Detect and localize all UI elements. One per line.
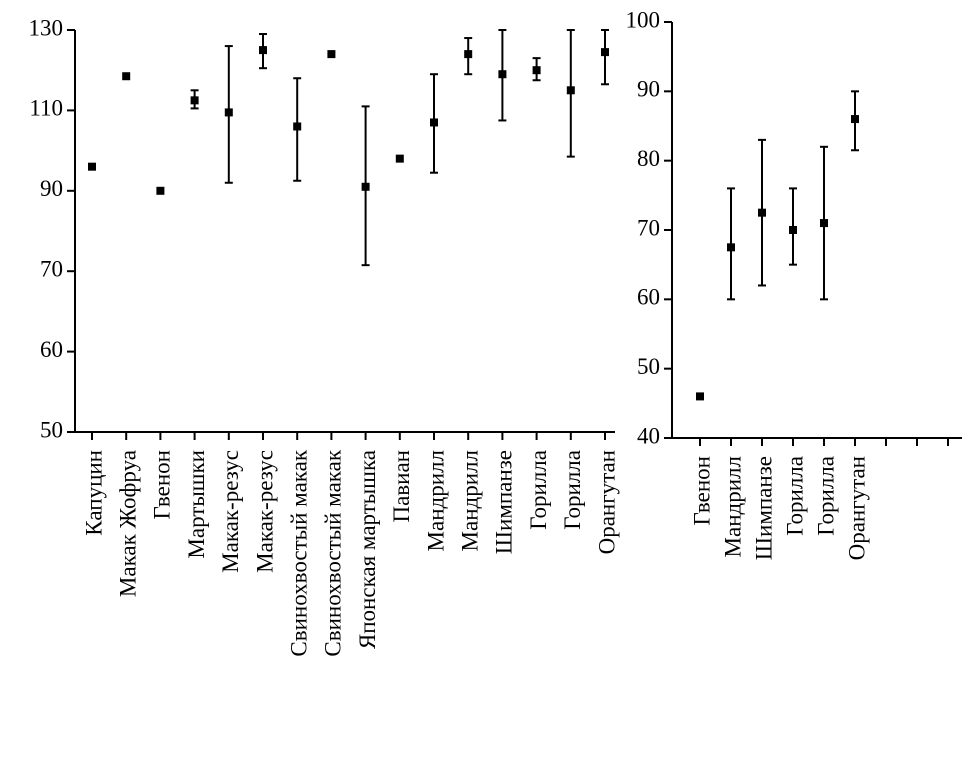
point: [361, 182, 370, 191]
x-tick-label: Капуцин: [81, 450, 106, 536]
point: [566, 86, 575, 95]
x-tick-label: Орангутан: [844, 456, 869, 560]
point: [498, 70, 507, 79]
x-tick-label: Шимпанзе: [492, 450, 517, 554]
y-tick-label: 110: [29, 96, 63, 121]
point: [851, 115, 859, 124]
point: [789, 226, 797, 234]
x-tick-label: Свинохвостый макак: [321, 449, 346, 656]
point: [224, 108, 233, 117]
point: [190, 96, 199, 105]
x-tick-label: Мандрилл: [720, 456, 745, 557]
x-tick-label: Макак-резус: [252, 450, 277, 573]
point: [259, 46, 267, 55]
point: [532, 66, 541, 75]
x-tick-label: Свинохвостый макак: [286, 449, 311, 656]
x-tick-label: Макак-резус: [218, 450, 243, 573]
y-tick-label: 60: [40, 337, 63, 362]
point: [601, 48, 609, 57]
x-tick-label: Мандрилл: [423, 450, 448, 551]
point: [327, 50, 336, 59]
y-tick-label: 90: [40, 176, 63, 201]
point: [820, 219, 828, 228]
x-tick-label: Павиан: [389, 450, 414, 523]
point: [464, 50, 473, 59]
x-tick-label: Гвенон: [150, 450, 175, 519]
point: [122, 72, 131, 81]
y-tick-label: 50: [40, 417, 63, 442]
x-tick-label: Гвенон: [689, 456, 714, 525]
point: [293, 122, 302, 131]
x-tick-label: Орангутан: [594, 450, 619, 554]
y-tick-label: 40: [637, 423, 660, 448]
point: [758, 208, 766, 217]
point: [395, 154, 404, 163]
y-tick-label: 70: [637, 215, 660, 240]
x-tick-label: Мартышки: [184, 450, 209, 559]
point: [88, 162, 96, 171]
point: [430, 118, 438, 127]
x-tick-label: Макак Жофруа: [115, 450, 140, 597]
x-tick-label: Горилла: [560, 450, 585, 530]
x-tick-label: Горилла: [782, 456, 807, 536]
x-tick-label: Шимпанзе: [751, 456, 776, 560]
y-tick-label: 50: [637, 354, 660, 379]
y-tick-label: 100: [626, 7, 661, 32]
x-tick-label: Горилла: [813, 456, 838, 536]
point: [696, 392, 704, 401]
x-tick-label: Горилла: [526, 450, 551, 530]
y-tick-label: 60: [637, 285, 660, 310]
x-tick-label: Японская мартышка: [355, 450, 380, 649]
y-tick-label: 90: [637, 77, 660, 102]
y-tick-label: 130: [29, 15, 64, 40]
x-tick-label: Мандрилл: [457, 450, 482, 551]
point: [156, 186, 165, 195]
y-tick-label: 80: [637, 146, 660, 171]
point: [727, 243, 735, 252]
y-tick-label: 70: [40, 256, 63, 281]
